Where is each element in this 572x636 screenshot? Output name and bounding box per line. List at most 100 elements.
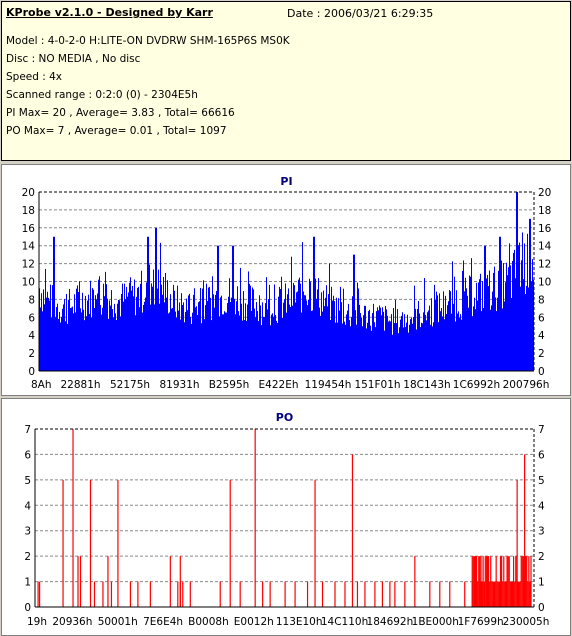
pi-bar (522, 232, 523, 371)
po-bar (508, 556, 510, 607)
pi-bar (310, 281, 311, 371)
po-bar (107, 556, 109, 607)
pi-bar (503, 263, 504, 371)
pi-bar (243, 291, 244, 371)
pi-bar (470, 276, 471, 371)
po-bar (117, 479, 119, 607)
info-panel: KProbe v2.1.0 - Designed by Karr Date : … (1, 1, 571, 161)
pi-bar (106, 284, 107, 371)
po-bar (482, 556, 484, 607)
y-tick-label-right: 4 (538, 500, 545, 512)
pi-bar (533, 279, 534, 371)
pi-bar (504, 301, 505, 371)
pi-bar (206, 283, 207, 371)
pi-bar (216, 290, 217, 371)
pi-bar (289, 304, 290, 371)
pi-bar (272, 313, 273, 371)
po-bar (474, 556, 477, 607)
pi-bar (283, 302, 284, 371)
pi-bar (41, 293, 42, 371)
pi-bar (321, 292, 322, 371)
pi-bar (511, 297, 512, 371)
pi-bar (102, 307, 103, 371)
y-tick-label: 0 (28, 366, 35, 378)
pi-bar (87, 300, 88, 371)
pi-bar (54, 236, 55, 371)
pi-bar (483, 308, 484, 371)
pi-bar (153, 269, 154, 371)
po-bar (495, 556, 497, 607)
pi-bar (220, 297, 221, 371)
pi-bar (347, 310, 348, 371)
pi-bar (445, 295, 446, 371)
pi-bar (70, 307, 71, 371)
pi-bar (156, 227, 157, 371)
pi-bar (213, 294, 214, 371)
pi-bar (489, 270, 490, 371)
pi-bar (334, 301, 335, 371)
pi-bar (277, 323, 278, 371)
pi-bar (322, 311, 323, 371)
pi-bar (450, 291, 451, 371)
pi-bar (134, 279, 135, 371)
pi-bar (79, 281, 80, 371)
pi-bar (263, 316, 264, 371)
pi-bar (478, 282, 479, 371)
pi-bar (287, 294, 288, 371)
po-bar (498, 581, 501, 607)
pi-bar (320, 315, 321, 371)
po-bar (38, 581, 41, 607)
x-tick-label: 8Ah (31, 379, 52, 391)
pi-bar (484, 245, 485, 371)
x-tick-label: 1BE000h (412, 616, 459, 628)
pi-bar (444, 319, 445, 371)
pi-bar (208, 287, 209, 371)
x-tick-label: 113E10h (276, 616, 323, 628)
pi-bar (460, 314, 461, 371)
pi-bar (521, 260, 522, 371)
po-bar (404, 581, 406, 607)
pi-bar (121, 294, 122, 371)
pi-bar (63, 304, 64, 371)
pi-bar (447, 305, 448, 371)
pi-bar (251, 310, 252, 371)
pi-bar (482, 280, 483, 371)
pi-bar (331, 286, 332, 371)
pi-bar (278, 296, 279, 371)
po-bar (471, 556, 473, 607)
pi-bar (526, 285, 527, 371)
pi-bar (282, 317, 283, 371)
pi-bar (451, 313, 452, 371)
pi-bar (221, 295, 222, 371)
pi-bar (507, 275, 508, 371)
y-tick-label-right: 0 (538, 602, 545, 614)
pi-bar (172, 308, 173, 371)
pi-bar (456, 290, 457, 371)
pi-bar (438, 322, 439, 371)
x-tick-label: 1C6992h (453, 379, 500, 391)
pi-bar (62, 308, 63, 371)
po-bar (364, 581, 366, 607)
po-bar (182, 581, 184, 607)
pi-bar (366, 328, 367, 371)
pi-bar (386, 309, 387, 371)
pi-bar (74, 294, 75, 371)
po-bar (356, 581, 359, 607)
pi-bar (260, 305, 261, 371)
pi-bar (394, 323, 395, 371)
pi-bar (294, 285, 295, 371)
po-bar (507, 556, 509, 607)
pi-bar (396, 323, 397, 371)
pi-bar (404, 314, 405, 371)
pi-bar (391, 314, 392, 371)
pi-bar (247, 304, 248, 371)
pi-bar (92, 288, 93, 371)
pi-bar (350, 326, 351, 371)
pi-bar (301, 312, 302, 371)
pi-bar (113, 317, 114, 371)
y-tick-label-right: 2 (538, 551, 545, 563)
pi-bar (328, 294, 329, 371)
pi-bar (83, 309, 84, 371)
pi-bar (327, 306, 328, 371)
pi-bar (132, 286, 133, 371)
